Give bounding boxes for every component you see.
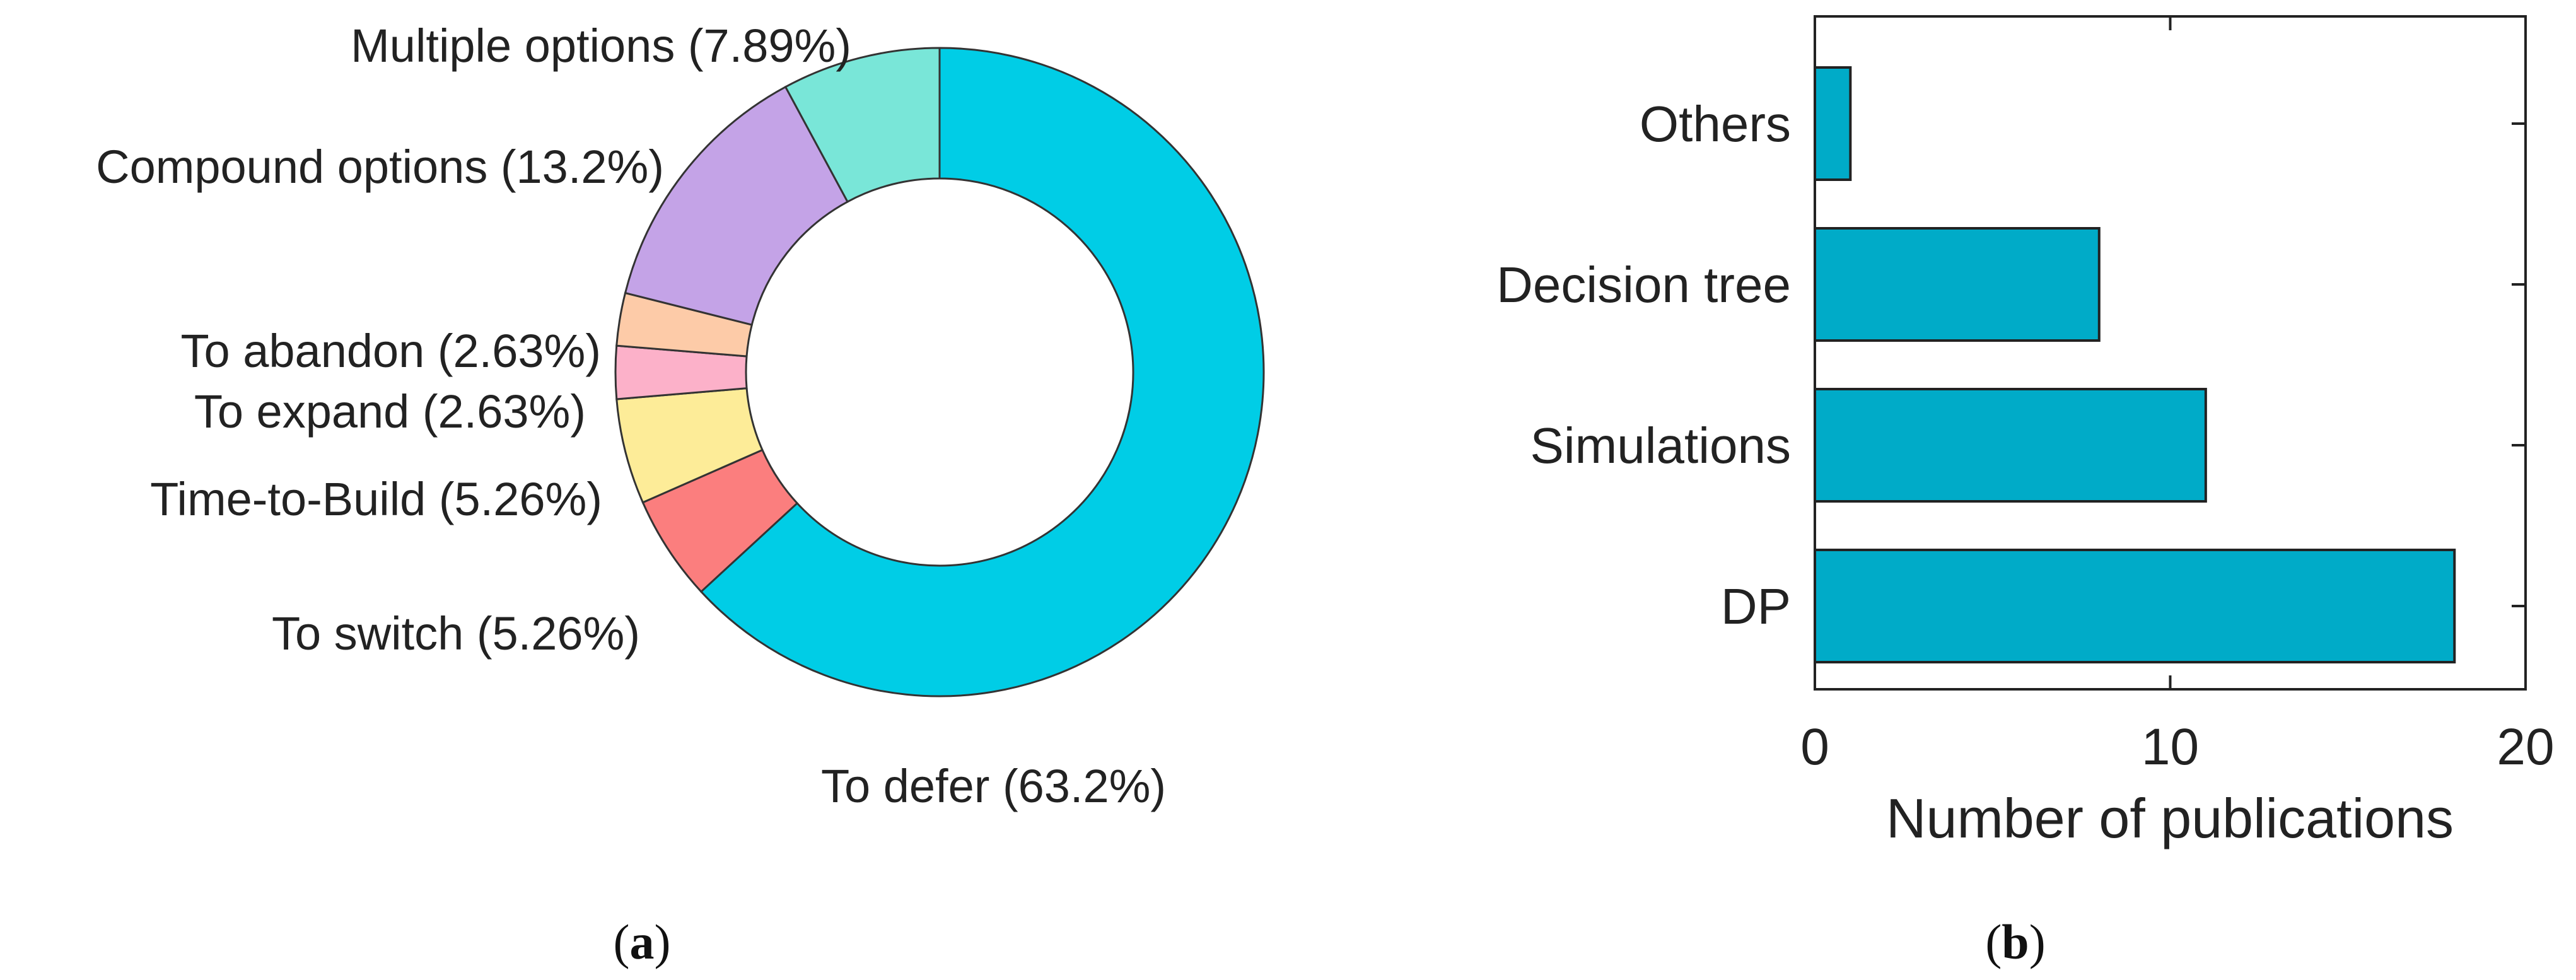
y-tick-label: Decision tree <box>1496 257 1791 313</box>
bar <box>1814 388 2207 503</box>
y-tick-label: Others <box>1640 96 1791 152</box>
y-tick-label: Simulations <box>1530 417 1791 474</box>
donut-slice-label: Multiple options (7.89%) <box>351 20 851 72</box>
y-tick-label: DP <box>1721 578 1791 634</box>
bar-chart: DP Simulations Decision tree Others 0 10 20 N… <box>1496 15 2555 849</box>
donut-slice-label: To abandon (2.63%) <box>181 325 601 377</box>
x-axis-label: Number of publications <box>1886 787 2454 849</box>
donut-slice-label: To expand (2.63%) <box>194 385 586 438</box>
donut-slice-label: Time-to-Build (5.26%) <box>150 473 602 525</box>
panel-label-b: (b) <box>1985 914 2045 969</box>
x-tick-label: 0 <box>1800 718 1829 776</box>
donut-slice <box>699 47 1265 697</box>
panel-letter-b: b <box>2002 914 2029 969</box>
donut-slice-label: To defer (63.2%) <box>821 760 1166 812</box>
donut-slice-label: To switch (5.26%) <box>272 607 640 660</box>
bar <box>1814 66 1852 181</box>
panel-label-a: (a) <box>614 914 671 969</box>
donut-slice-label: Compound options (13.2%) <box>96 141 664 193</box>
bar <box>1814 227 2101 342</box>
donut-chart: To defer (63.2%) To switch (5.26%) Time-to… <box>96 20 1265 812</box>
donut-slice <box>624 85 849 326</box>
x-tick-label: 10 <box>2142 718 2199 776</box>
panel-letter-a: a <box>630 914 655 969</box>
donut-slice <box>784 47 941 203</box>
x-tick-label: 20 <box>2497 718 2554 776</box>
bar <box>1814 549 2456 663</box>
